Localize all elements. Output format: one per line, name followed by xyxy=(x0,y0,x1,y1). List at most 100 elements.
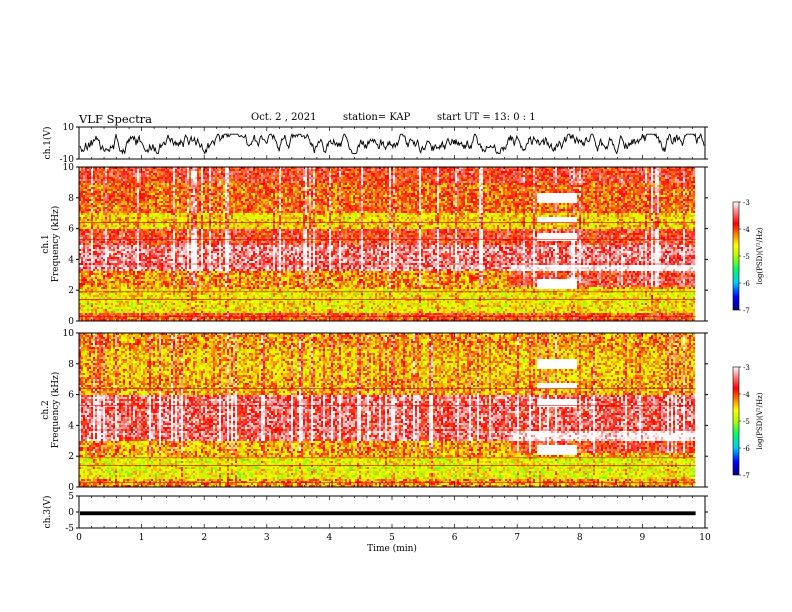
spectrogram-cell xyxy=(93,189,95,191)
spectrogram-cell xyxy=(89,211,91,213)
spectrogram-cell xyxy=(99,303,101,305)
spectrogram-cell xyxy=(89,311,91,313)
spectrogram-cell xyxy=(101,229,103,231)
spectrogram-cell xyxy=(109,181,111,183)
spectrogram-cell xyxy=(97,207,99,209)
spectrogram-cell xyxy=(85,173,87,175)
spectrogram-cell xyxy=(109,229,111,231)
spectrogram-cell xyxy=(87,197,89,199)
spectrogram-cell xyxy=(91,179,93,181)
spectrogram-cell xyxy=(81,253,83,255)
spectrogram-cell xyxy=(107,189,109,191)
spectrogram-cell xyxy=(87,227,89,229)
spectrogram-cell xyxy=(105,317,107,319)
spectrogram-cell xyxy=(105,277,107,279)
spectrogram-cell xyxy=(103,303,105,305)
spectrogram-cell xyxy=(105,301,107,303)
spectrogram-cell xyxy=(103,211,105,213)
spectrogram-cell xyxy=(109,193,111,195)
spectrogram-cell xyxy=(109,277,111,279)
spectrogram-cell xyxy=(81,169,83,171)
spectrogram-cell xyxy=(103,295,105,297)
spectrogram-cell xyxy=(81,189,83,191)
spectrogram-cell xyxy=(95,247,97,249)
spectrogram-cell xyxy=(103,173,105,175)
spectrogram-cell xyxy=(95,293,97,295)
spectrogram-cell xyxy=(99,287,101,289)
spectrogram-cell xyxy=(91,183,93,185)
spectrogram-cell xyxy=(93,297,95,299)
spectrogram-cell xyxy=(91,201,93,203)
spectrogram-cell xyxy=(83,179,85,181)
spectrogram-cell xyxy=(93,293,95,295)
spectrogram-cell xyxy=(109,231,111,233)
spectrogram-cell xyxy=(83,247,85,249)
spectrogram-cell xyxy=(93,247,95,249)
spectrogram-cell xyxy=(89,289,91,291)
spectrogram-cell xyxy=(91,203,93,205)
spectrogram-cell xyxy=(111,205,113,207)
ch1-spectrogram-image xyxy=(79,167,695,321)
spectrogram-cell xyxy=(99,203,101,205)
spectrogram-cell xyxy=(83,259,85,261)
spectrogram-cell xyxy=(81,177,83,179)
spectrogram-cell xyxy=(103,223,105,225)
spectrogram-cell xyxy=(83,249,85,251)
spectrogram-cell xyxy=(105,223,107,225)
spectrogram-cell xyxy=(83,177,85,179)
spectrogram-cell xyxy=(101,283,103,285)
spectrogram-cell xyxy=(81,185,83,187)
spectrogram-cell xyxy=(87,229,89,231)
spectrogram-cell xyxy=(81,269,83,271)
spectrogram-cell xyxy=(87,313,89,315)
spectrogram-cell xyxy=(109,307,111,309)
spectrogram-cell xyxy=(91,249,93,251)
spectrogram-cell xyxy=(81,297,83,299)
spectrogram-cell xyxy=(103,297,105,299)
spectrogram-cell xyxy=(83,169,85,171)
spectrogram-cell xyxy=(91,181,93,183)
spectrogram-cell xyxy=(105,273,107,275)
spectrogram-cell xyxy=(89,195,91,197)
spectrogram-cell xyxy=(111,177,113,179)
spectrogram-cell xyxy=(99,311,101,313)
spectrogram-cell xyxy=(111,211,113,213)
spectrogram-cell xyxy=(105,251,107,253)
spectrogram-cell xyxy=(95,253,97,255)
spectrogram-cell xyxy=(107,199,109,201)
spectrogram-cell xyxy=(81,229,83,231)
spectrogram-cell xyxy=(109,219,111,221)
spectrogram-cell xyxy=(107,227,109,229)
spectrogram-cell xyxy=(93,201,95,203)
spectrogram-cell xyxy=(87,273,89,275)
spectrogram-cell xyxy=(105,247,107,249)
spectrogram-cell xyxy=(93,289,95,291)
spectrogram-cell xyxy=(99,293,101,295)
spectrogram-cell xyxy=(81,249,83,251)
spectrogram-cell xyxy=(105,295,107,297)
spectrogram-cell xyxy=(85,297,87,299)
spectrogram-cell xyxy=(93,175,95,177)
spectrogram-cell xyxy=(83,281,85,283)
spectrogram-cell xyxy=(91,225,93,227)
spectrogram-cell xyxy=(89,223,91,225)
spectrogram-cell xyxy=(89,279,91,281)
spectrogram-cell xyxy=(109,313,111,315)
spectrogram-cell xyxy=(101,271,103,273)
spectrogram-cell xyxy=(103,219,105,221)
spectrogram-cell xyxy=(81,173,83,175)
spectrogram-cell xyxy=(85,195,87,197)
spectrogram-cell xyxy=(99,185,101,187)
spectrogram-cell xyxy=(89,295,91,297)
spectrogram-cell xyxy=(95,207,97,209)
spectrogram-cell xyxy=(101,191,103,193)
spectrogram-cell xyxy=(107,285,109,287)
spectrogram-cell xyxy=(105,185,107,187)
spectrogram-cell xyxy=(81,313,83,315)
spectrogram-cell xyxy=(99,181,101,183)
spectrogram-cell xyxy=(107,301,109,303)
spectrogram-cell xyxy=(107,243,109,245)
spectrogram-cell xyxy=(93,301,95,303)
spectrogram-cell xyxy=(103,273,105,275)
spectrogram-cell xyxy=(91,245,93,247)
